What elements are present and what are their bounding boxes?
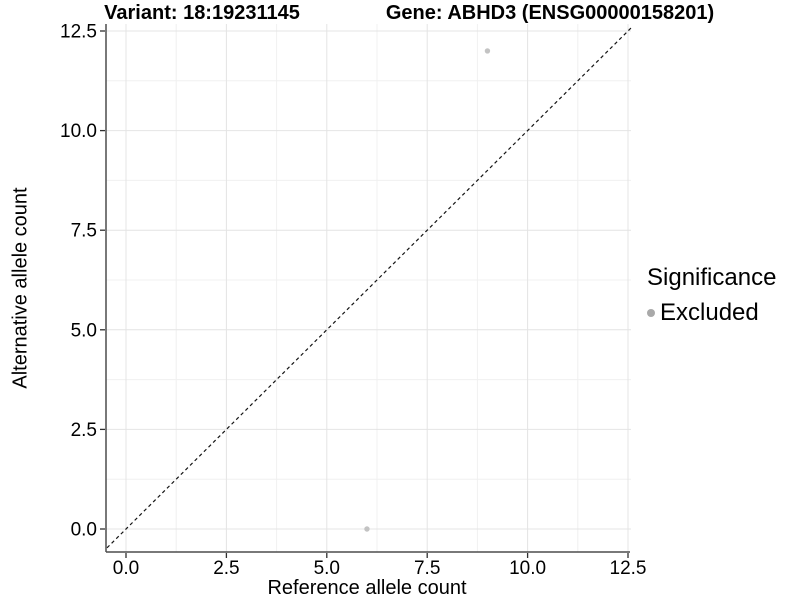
y-tick-label: 12.5 [60,22,97,43]
data-point [484,48,491,54]
y-tick-label: 0.0 [71,520,97,541]
y-tick-label: 5.0 [71,320,97,341]
legend-item-excluded: Excluded [647,300,776,326]
legend: Significance Excluded [647,265,776,326]
y-axis-title: Alternative allele count [9,187,32,389]
y-tick-label: 10.0 [60,121,97,142]
legend-title: Significance [647,264,777,291]
plot-title-gene: Gene: ABHD3 (ENSG00000158201) [385,2,715,24]
x-tick-label: 10.0 [509,558,546,579]
y-tick-label: 7.5 [71,221,97,242]
x-tick-label: 2.5 [213,558,239,579]
data-point [364,526,370,532]
x-axis-title: Reference allele count [267,577,467,599]
plot-title-variant: Variant: 18:19231145 [104,2,300,24]
legend-key-dot-icon [647,309,655,317]
x-tick-label: 5.0 [314,558,340,579]
x-tick-label: 7.5 [414,558,440,579]
legend-item-label: Excluded [660,299,759,326]
panel-background [106,24,631,552]
x-tick-label: 0.0 [113,558,139,579]
y-tick-label: 2.5 [71,420,97,441]
x-tick-label: 12.5 [610,558,647,579]
